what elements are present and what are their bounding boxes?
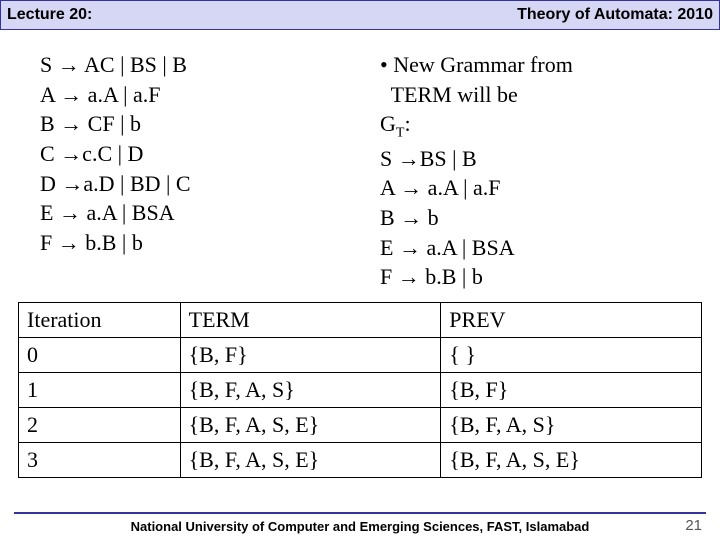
footer-line	[14, 512, 706, 514]
table-cell: 1	[19, 373, 181, 408]
gt-label: GT:	[380, 109, 690, 143]
table-header: TERM	[180, 303, 441, 338]
grammar-line: F → b.B | b	[380, 262, 690, 292]
grammar-line: C →c.C | D	[40, 139, 350, 169]
table-cell: {B, F, A, S, E}	[180, 443, 441, 478]
grammar-line: E → a.A | BSA	[40, 198, 350, 228]
grammar-line: S →BS | B	[380, 144, 690, 174]
grammar-line: E → a.A | BSA	[380, 233, 690, 263]
table-cell: {B, F, A, S, E}	[441, 443, 702, 478]
table-cell: 0	[19, 338, 181, 373]
gt-pre: G	[380, 111, 396, 136]
grammar-line: F → b.B | b	[40, 228, 350, 258]
table-row: 1 {B, F, A, S} {B, F}	[19, 373, 702, 408]
slide-header: Lecture 20: Theory of Automata: 2010	[0, 0, 720, 30]
table-cell: {B, F}	[180, 338, 441, 373]
bullet-line: TERM will be	[380, 80, 690, 110]
table-row: 2 {B, F, A, S, E} {B, F, A, S}	[19, 408, 702, 443]
grammar-line: B → b	[380, 203, 690, 233]
right-grammar: • New Grammar from TERM will be GT: S →B…	[350, 50, 690, 292]
grammar-line: S → AC | BS | B	[40, 50, 350, 80]
footer-text: National University of Computer and Emer…	[0, 519, 720, 534]
table-header: PREV	[441, 303, 702, 338]
table-cell: {B, F}	[441, 373, 702, 408]
grammar-line: A → a.A | a.F	[380, 173, 690, 203]
lecture-label: Lecture 20:	[7, 6, 92, 24]
table-cell: { }	[441, 338, 702, 373]
table-cell: {B, F, A, S}	[441, 408, 702, 443]
page-number: 21	[685, 517, 702, 534]
table-cell: 3	[19, 443, 181, 478]
table-header: Iteration	[19, 303, 181, 338]
grammar-line: B → CF | b	[40, 109, 350, 139]
grammar-line: A → a.A | a.F	[40, 80, 350, 110]
table-cell: 2	[19, 408, 181, 443]
table-cell: {B, F, A, S, E}	[180, 408, 441, 443]
content-area: S → AC | BS | B A → a.A | a.F B → CF | b…	[0, 30, 720, 302]
grammar-line: D →a.D | BD | C	[40, 169, 350, 199]
table-row: 3 {B, F, A, S, E} {B, F, A, S, E}	[19, 443, 702, 478]
table-cell: {B, F, A, S}	[180, 373, 441, 408]
table-row: 0 {B, F} { }	[19, 338, 702, 373]
gt-post: :	[404, 111, 410, 136]
bullet-line: • New Grammar from	[380, 50, 690, 80]
iteration-table-wrap: Iteration TERM PREV 0 {B, F} { } 1 {B, F…	[0, 302, 720, 478]
iteration-table: Iteration TERM PREV 0 {B, F} { } 1 {B, F…	[18, 302, 702, 478]
course-label: Theory of Automata: 2010	[517, 6, 713, 24]
table-row: Iteration TERM PREV	[19, 303, 702, 338]
left-grammar: S → AC | BS | B A → a.A | a.F B → CF | b…	[30, 50, 350, 292]
